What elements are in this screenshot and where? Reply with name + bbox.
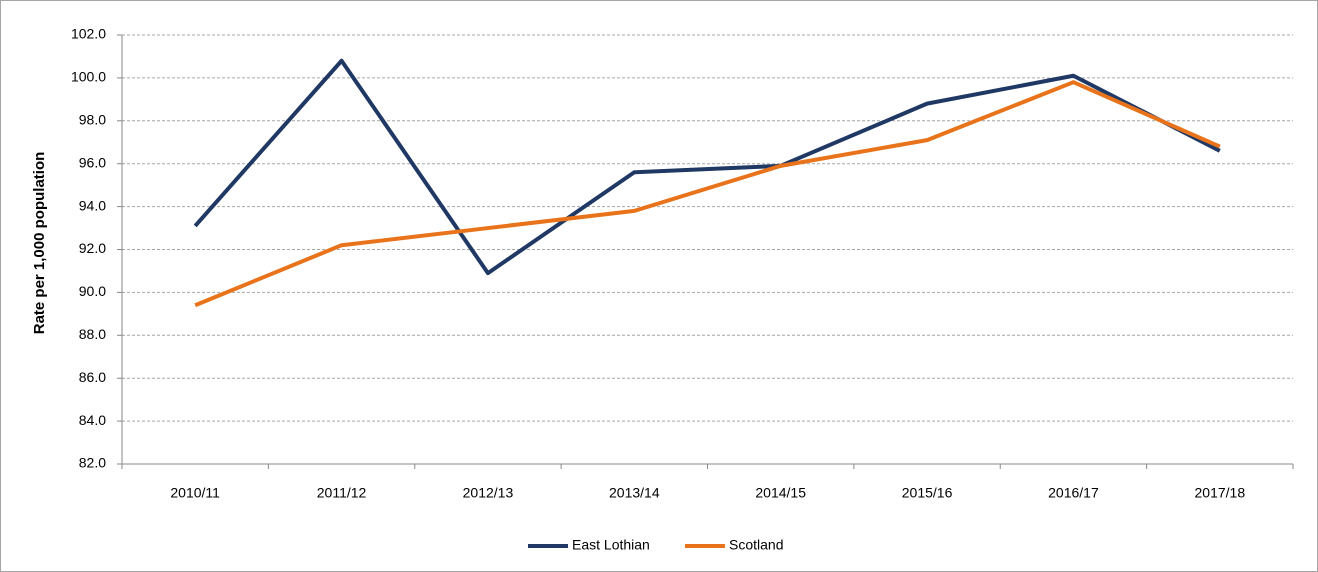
x-tick-label: 2014/15 [755,485,806,501]
x-tick-label: 2011/12 [317,485,367,501]
x-tick-label: 2015/16 [902,485,953,501]
y-tick-label: 98.0 [79,112,106,128]
x-tick-label: 2013/14 [609,485,660,501]
x-tick-label: 2012/13 [463,485,514,501]
y-tick-label: 100.0 [71,69,106,85]
y-tick-label: 96.0 [79,154,106,170]
y-tick-label: 84.0 [79,412,106,428]
legend-label: Scotland [729,537,783,553]
y-tick-label: 94.0 [79,197,106,213]
x-tick-label: 2017/18 [1195,485,1246,501]
y-tick-label: 102.0 [71,26,106,42]
x-tick-label: 2010/11 [170,485,220,501]
y-tick-label: 86.0 [79,369,106,385]
y-axis-label: Rate per 1,000 population [31,152,48,335]
y-tick-label: 82.0 [79,455,106,471]
x-tick-label: 2016/17 [1048,485,1099,501]
y-tick-label: 90.0 [79,283,106,299]
series-line [193,58,1221,276]
legend-label: East Lothian [572,537,650,553]
y-tick-label: 92.0 [79,240,106,256]
series-line [194,80,1221,308]
y-tick-label: 88.0 [79,326,106,342]
